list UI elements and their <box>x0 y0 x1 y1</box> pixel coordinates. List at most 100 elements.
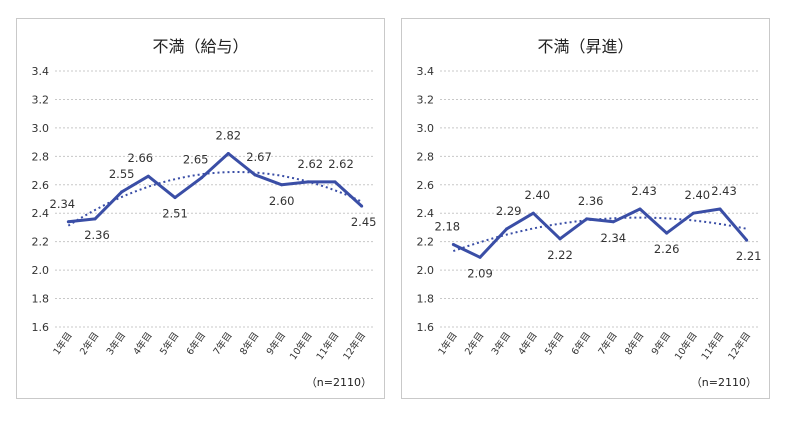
data-label: 2.55 <box>109 167 135 181</box>
chart-panel-salary: 不満（給与） 1.6 1.8 2.0 2.2 2.4 2.6 2.8 3.0 3.2 3.4 1年目… <box>16 18 385 399</box>
y-tick-label: 3.4 <box>32 65 50 78</box>
data-label: 2.09 <box>467 266 493 280</box>
y-tick-label: 2.0 <box>32 264 50 277</box>
x-tick-label: 7年目 <box>596 330 620 357</box>
x-tick-label: 6年目 <box>569 330 593 357</box>
data-label: 2.65 <box>183 153 209 167</box>
y-tick-label: 2.4 <box>32 207 50 220</box>
chart-title: 不満（給与） <box>152 37 249 56</box>
x-tick-label: 12年目 <box>340 330 368 362</box>
x-tick-label: 3年目 <box>489 330 513 357</box>
data-label: 2.67 <box>246 150 272 164</box>
data-label: 2.18 <box>435 220 461 234</box>
data-point <box>280 183 284 187</box>
line-chart-promotion: 1.6 1.8 2.0 2.2 2.4 2.6 2.8 3.0 3.2 3.4 1年目 2年目 3年目 4… <box>417 65 762 362</box>
data-label: 2.43 <box>711 184 737 198</box>
x-tick-label: 5年目 <box>542 330 566 357</box>
sample-size-note: （n=2110） <box>305 376 372 389</box>
y-tick-label: 2.4 <box>417 207 435 220</box>
x-tick-label: 2年目 <box>462 330 486 357</box>
data-point <box>226 151 230 155</box>
x-tick-label: 2年目 <box>77 330 101 357</box>
series-line <box>452 207 748 259</box>
data-point <box>505 227 509 231</box>
x-tick-label: 4年目 <box>131 330 155 357</box>
data-label: 2.40 <box>525 188 551 202</box>
chart-panel-promotion: 不満（昇進） 1.6 1.8 2.0 2.2 2.4 2.6 2.8 3.0 3.2 3.4 1年目… <box>401 18 770 399</box>
data-point <box>120 190 124 194</box>
x-tick-label: 8年目 <box>622 330 646 357</box>
data-label: 2.34 <box>601 231 627 245</box>
y-tick-label: 3.2 <box>417 93 435 106</box>
y-tick-label: 1.8 <box>32 293 50 306</box>
y-tick-label: 3.2 <box>32 93 50 106</box>
x-tick-label: 1年目 <box>436 330 460 357</box>
data-point <box>93 217 97 221</box>
y-tick-label: 2.6 <box>417 179 435 192</box>
data-label: 2.36 <box>84 228 110 242</box>
data-label: 2.66 <box>128 151 154 165</box>
data-point <box>66 220 70 224</box>
data-point <box>638 207 642 211</box>
x-tick-label: 11年目 <box>699 330 727 362</box>
y-tick-label: 2.2 <box>417 236 435 249</box>
y-tick-label: 1.8 <box>417 293 435 306</box>
x-tick-label: 6年目 <box>184 330 208 357</box>
y-tick-label: 1.6 <box>417 321 435 334</box>
x-tick-label: 10年目 <box>287 330 315 362</box>
x-tick-label: 12年目 <box>725 330 753 362</box>
y-tick-label: 2.8 <box>417 150 435 163</box>
data-point <box>360 204 364 208</box>
y-tick-label: 1.6 <box>32 321 50 334</box>
sample-size-note: （n=2110） <box>690 376 757 389</box>
data-point <box>718 207 722 211</box>
x-tick-label: 1年目 <box>51 330 75 357</box>
data-point <box>253 173 257 177</box>
data-point <box>146 174 150 178</box>
data-point <box>611 220 615 224</box>
data-label: 2.21 <box>736 249 762 263</box>
y-tick-label: 2.2 <box>32 236 50 249</box>
y-tick-label: 2.0 <box>417 264 435 277</box>
chart-title: 不満（昇進） <box>537 37 634 56</box>
x-tick-label: 4年目 <box>516 330 540 357</box>
data-point <box>478 255 482 259</box>
x-tick-label: 10年目 <box>672 330 700 362</box>
x-tick-label: 9年目 <box>649 330 673 357</box>
y-tick-label: 3.4 <box>417 65 435 78</box>
data-point <box>306 180 310 184</box>
data-label: 2.36 <box>578 194 604 208</box>
x-tick-label: 11年目 <box>314 330 342 362</box>
data-label: 2.60 <box>269 194 295 208</box>
data-label: 2.43 <box>631 184 657 198</box>
data-point <box>585 217 589 221</box>
data-point <box>173 196 177 200</box>
data-label: 2.45 <box>351 215 377 229</box>
data-label: 2.51 <box>162 207 188 221</box>
x-tick-label: 9年目 <box>264 330 288 357</box>
x-tick-label: 3年目 <box>104 330 128 357</box>
data-label: 2.82 <box>216 128 242 142</box>
data-label: 2.26 <box>654 242 680 256</box>
data-point <box>745 238 749 242</box>
data-label: 2.22 <box>547 248 573 262</box>
x-tick-label: 8年目 <box>237 330 261 357</box>
data-point <box>558 237 562 241</box>
data-point <box>200 176 204 180</box>
data-point <box>333 180 337 184</box>
data-label: 2.62 <box>298 157 324 171</box>
data-point <box>531 211 535 215</box>
y-tick-label: 2.8 <box>32 150 50 163</box>
data-label: 2.62 <box>328 157 354 171</box>
data-label: 2.34 <box>50 197 76 211</box>
series-line <box>68 152 363 224</box>
y-tick-label: 3.0 <box>32 122 50 135</box>
y-tick-label: 3.0 <box>417 122 435 135</box>
line-chart-salary: 1.6 1.8 2.0 2.2 2.4 2.6 2.8 3.0 3.2 3.4 1年目 2年目 3年目 4… <box>32 65 377 362</box>
data-label: 2.29 <box>496 204 522 218</box>
data-point <box>451 243 455 247</box>
x-tick-label: 5年目 <box>157 330 181 357</box>
data-label: 2.40 <box>685 188 711 202</box>
data-point <box>665 231 669 235</box>
y-tick-label: 2.6 <box>32 179 50 192</box>
